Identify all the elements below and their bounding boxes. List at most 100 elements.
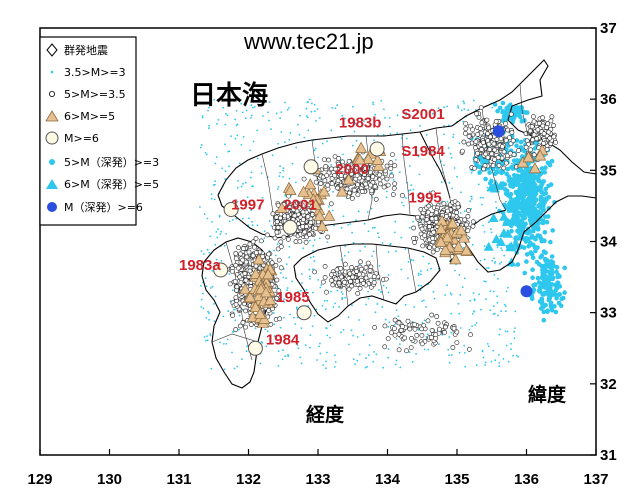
- small-event-marker: [313, 260, 316, 262]
- small-event-marker: [404, 303, 407, 306]
- medium-event-marker: [388, 166, 394, 171]
- small-event-marker: [340, 291, 343, 293]
- small-event-marker: [395, 359, 398, 362]
- small-event-marker: [438, 343, 440, 345]
- deep-event-marker: [524, 175, 529, 181]
- medium-event-marker: [388, 160, 394, 166]
- medium-event-marker: [531, 114, 536, 120]
- small-event-marker: [289, 132, 292, 134]
- small-event-marker: [384, 116, 386, 119]
- medium-event-marker: [454, 210, 459, 215]
- small-event-marker: [275, 112, 278, 115]
- small-event-marker: [206, 217, 209, 220]
- small-event-marker: [314, 147, 317, 150]
- small-event-marker: [353, 130, 356, 133]
- small-event-marker: [248, 217, 250, 220]
- small-event-marker: [276, 341, 279, 344]
- small-event-marker: [300, 289, 302, 292]
- small-event-marker: [309, 256, 312, 259]
- medium-event-marker: [485, 154, 491, 160]
- small-event-marker: [270, 128, 272, 131]
- small-event-marker: [256, 157, 259, 160]
- medium-event-marker: [248, 322, 254, 327]
- m5-event-marker: [449, 253, 462, 265]
- x-tick-label: 132: [236, 471, 261, 488]
- medium-event-marker: [419, 226, 425, 232]
- small-event-marker: [251, 224, 254, 227]
- small-event-marker: [200, 144, 203, 146]
- medium-event-marker: [369, 188, 375, 194]
- small-event-marker: [219, 341, 221, 344]
- small-event-marker: [295, 181, 297, 184]
- small-event-marker: [472, 99, 475, 102]
- medium-event-marker: [466, 141, 471, 147]
- deep-event-marker: [505, 188, 510, 194]
- small-event-marker: [318, 237, 321, 240]
- medium-event-marker: [250, 253, 256, 258]
- medium-event-marker: [470, 219, 476, 225]
- small-event-marker: [246, 345, 249, 348]
- medium-event-marker: [278, 265, 284, 271]
- small-event-marker: [266, 330, 269, 333]
- small-event-marker: [367, 230, 370, 233]
- small-event-marker: [216, 236, 219, 239]
- small-event-marker: [208, 318, 211, 321]
- deep-event-marker: [522, 270, 527, 276]
- y-axis-ticks: 31 32 33 34 35 36 37: [590, 20, 617, 464]
- medium-event-marker: [274, 277, 280, 283]
- deep-event-marker: [522, 189, 527, 195]
- small-event-marker: [425, 134, 428, 136]
- small-event-marker: [359, 249, 361, 252]
- medium-event-marker: [415, 214, 421, 220]
- deep-event-marker: [543, 196, 549, 201]
- sea-label: 日本海: [190, 81, 268, 111]
- m5-event-marker: [244, 291, 257, 303]
- y-tick-label: 37: [600, 20, 617, 37]
- medium-event-marker: [356, 271, 362, 277]
- small-event-marker: [412, 188, 415, 191]
- deep-event-marker: [502, 182, 508, 187]
- deep-event-marker: [541, 317, 547, 323]
- medium-event-marker: [349, 195, 355, 201]
- medium-event-marker: [276, 288, 282, 294]
- small-event-marker: [268, 119, 270, 122]
- small-event-marker: [404, 153, 407, 156]
- small-event-marker: [326, 241, 329, 243]
- small-event-marker: [428, 145, 431, 148]
- deep-event-marker: [501, 109, 507, 115]
- small-event-marker: [492, 313, 495, 315]
- small-event-marker: [500, 310, 503, 313]
- small-event-marker: [472, 312, 474, 315]
- medium-event-marker: [313, 225, 318, 231]
- medium-event-marker: [412, 240, 417, 245]
- small-event-marker: [502, 358, 505, 360]
- small-event-marker: [484, 361, 487, 364]
- small-event-marker: [350, 329, 353, 332]
- small-event-marker: [481, 203, 483, 206]
- small-event-marker: [225, 112, 227, 115]
- event-year-label: 1985: [276, 289, 309, 306]
- medium-event-marker: [333, 276, 339, 282]
- small-event-marker: [235, 124, 238, 127]
- medium-event-marker: [473, 157, 479, 163]
- small-event-marker: [509, 242, 512, 245]
- small-event-marker: [375, 353, 378, 356]
- small-event-marker: [489, 188, 492, 190]
- small-event-marker: [470, 208, 473, 210]
- deep-event-marker: [535, 227, 541, 232]
- small-event-marker: [408, 165, 411, 167]
- small-event-marker: [351, 231, 353, 234]
- small-event-marker: [409, 129, 412, 132]
- medium-event-marker: [405, 318, 411, 324]
- medium-event-marker: [349, 283, 355, 289]
- small-event-marker: [347, 316, 350, 318]
- small-event-marker: [477, 183, 480, 186]
- small-event-marker: [391, 171, 393, 174]
- small-event-marker: [486, 189, 489, 192]
- deep-event-marker: [509, 164, 514, 170]
- small-event-marker: [356, 359, 359, 362]
- small-event-marker: [372, 101, 374, 104]
- small-event-marker: [449, 152, 452, 155]
- small-event-marker: [332, 190, 334, 193]
